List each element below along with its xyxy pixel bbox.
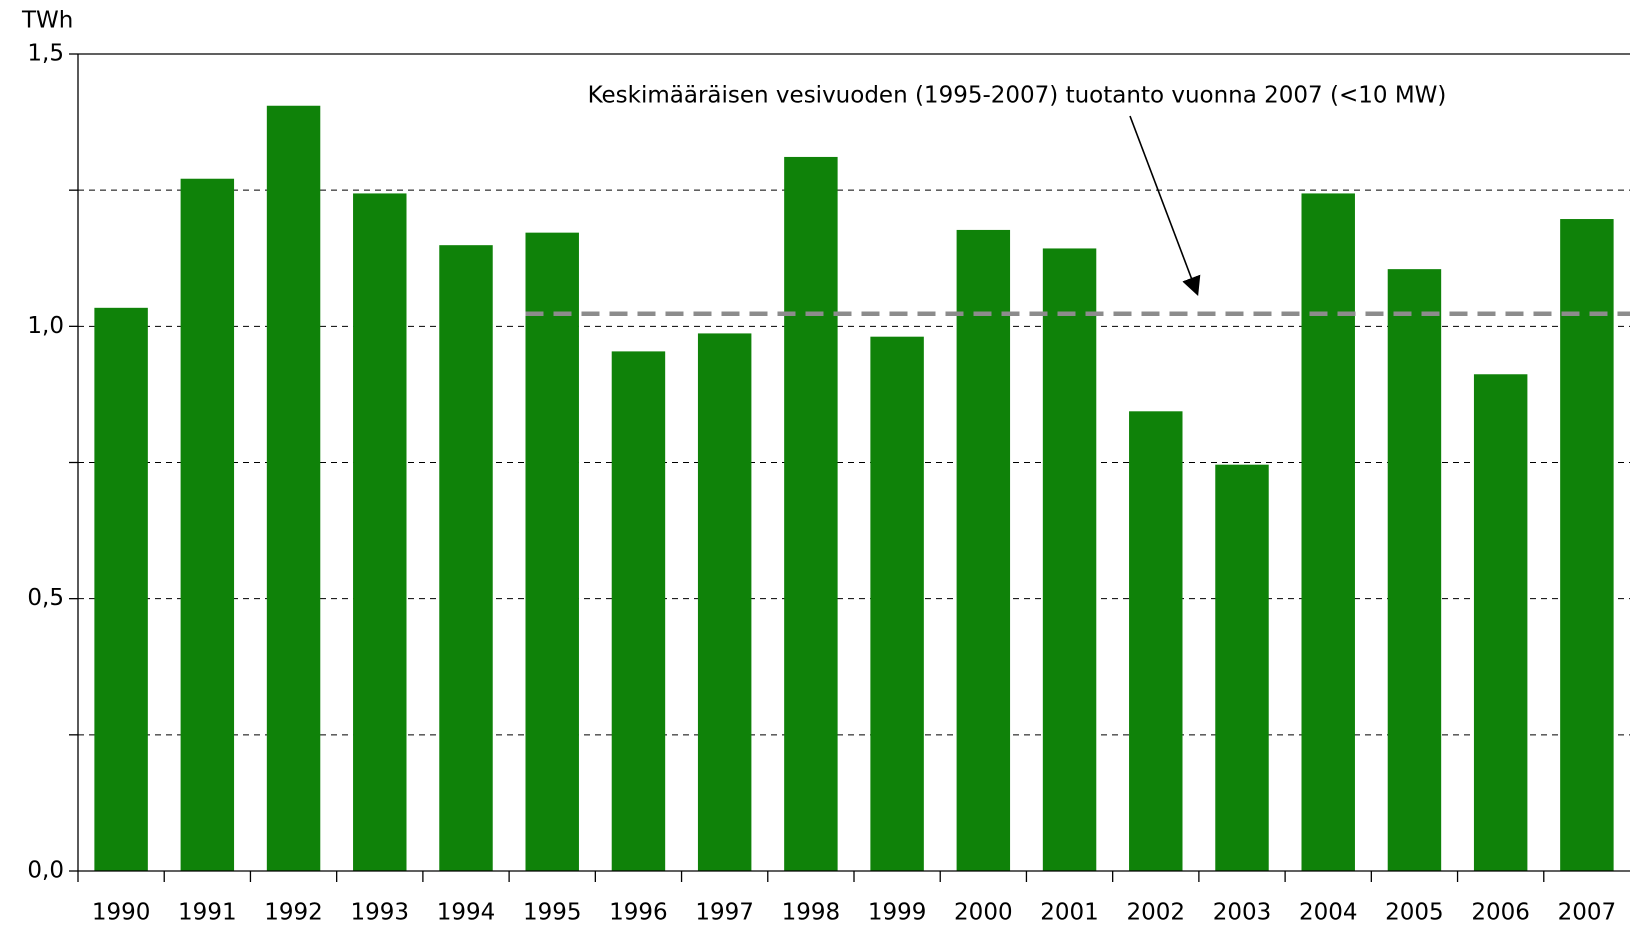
y-tick-label: 0,5	[27, 585, 64, 611]
bar	[697, 333, 752, 871]
x-tick-label: 2007	[1558, 900, 1617, 926]
bar	[1215, 464, 1269, 871]
annotation: Keskimääräisen vesivuoden (1995-2007) tu…	[588, 83, 1447, 109]
bar	[525, 232, 579, 872]
x-tick-label: 1991	[178, 900, 237, 926]
x-tick-label: 2004	[1299, 900, 1358, 926]
bar	[870, 336, 924, 871]
x-tick-label: 1996	[609, 900, 668, 926]
x-tick-label: 1999	[868, 900, 927, 926]
bar	[1129, 411, 1183, 871]
x-tick-label: 1998	[782, 900, 841, 926]
x-tick-label: 1993	[351, 900, 410, 926]
y-axis-label: TWh	[21, 8, 73, 34]
x-tick-label: 1994	[437, 900, 496, 926]
bar	[1301, 193, 1355, 871]
y-tick-label: 0,0	[27, 858, 64, 884]
y-tick-label: 1,5	[27, 41, 64, 67]
bar	[956, 229, 1011, 871]
bar	[1473, 374, 1528, 871]
x-tick-label: 2000	[954, 900, 1013, 926]
x-tick-label: 2001	[1040, 900, 1099, 926]
annotation-arrow	[1129, 115, 1201, 296]
x-tick-label: 2002	[1127, 900, 1186, 926]
bar	[784, 156, 838, 871]
bar	[94, 307, 148, 871]
y-tick-label: 1,0	[27, 313, 64, 339]
x-tick-label: 2003	[1213, 900, 1272, 926]
x-tick-label: 1992	[264, 900, 323, 926]
x-tick-label: 1997	[695, 900, 754, 926]
bar	[266, 105, 321, 871]
x-tick-label: 1990	[92, 900, 151, 926]
bar	[1560, 219, 1614, 871]
bar	[1042, 248, 1097, 872]
bar	[439, 245, 493, 872]
bar	[611, 351, 666, 871]
x-tick-label: 2005	[1385, 900, 1444, 926]
bar	[180, 178, 235, 872]
bar	[353, 193, 407, 871]
bar	[1387, 269, 1442, 872]
x-tick-label: 1995	[523, 900, 582, 926]
x-tick-label: 2006	[1471, 900, 1530, 926]
